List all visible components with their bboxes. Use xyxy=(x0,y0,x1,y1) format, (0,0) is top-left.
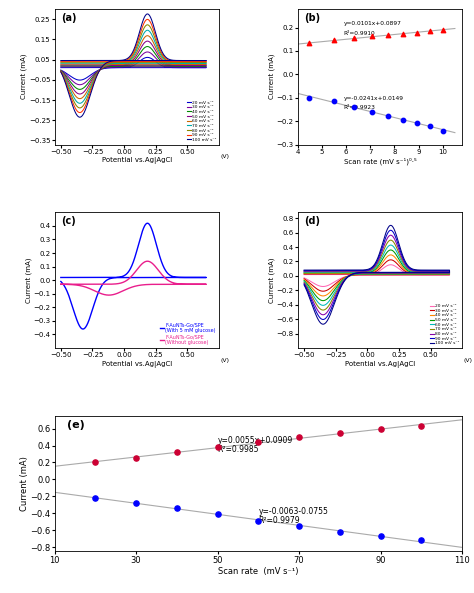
X-axis label: Potential vs.Ag|AgCl: Potential vs.Ag|AgCl xyxy=(101,361,172,368)
Legend: 20 mV s⁻¹, 30 mV s⁻¹, 40 mV s⁻¹, 50 mV s⁻¹, 60 mV s⁻¹, 70 mV s⁻¹, 80 mV s⁻¹, 90 : 20 mV s⁻¹, 30 mV s⁻¹, 40 mV s⁻¹, 50 mV s… xyxy=(186,100,217,142)
Point xyxy=(427,121,434,130)
Point xyxy=(132,453,140,463)
X-axis label: Potential vs.Ag|AgCl: Potential vs.Ag|AgCl xyxy=(345,361,415,368)
Text: (V): (V) xyxy=(220,154,229,159)
Point xyxy=(173,448,181,457)
Text: (a): (a) xyxy=(61,13,77,23)
Text: R²=0.9923: R²=0.9923 xyxy=(344,106,376,110)
Point xyxy=(350,33,358,43)
Point xyxy=(255,438,262,447)
Legend: F-AuNTs-Go/SPE
(With 5 mM glucose), F-AuNTs-Go/SPE
(Without glucose): F-AuNTs-Go/SPE (With 5 mM glucose), F-Au… xyxy=(159,322,217,346)
Text: (c): (c) xyxy=(61,216,76,227)
Point xyxy=(336,527,344,536)
Text: y=-0.0241x+0.0149: y=-0.0241x+0.0149 xyxy=(344,96,404,101)
Text: (d): (d) xyxy=(304,216,320,227)
Point xyxy=(368,107,376,117)
Text: y=-0.0063-0.0755: y=-0.0063-0.0755 xyxy=(258,506,328,515)
Y-axis label: Current (mA): Current (mA) xyxy=(20,456,29,511)
Point xyxy=(413,118,421,127)
Text: (V): (V) xyxy=(464,358,473,362)
Text: y=0.0055x+0.0909: y=0.0055x+0.0909 xyxy=(218,436,293,445)
Point xyxy=(384,111,392,121)
Text: R²=0.9985: R²=0.9985 xyxy=(218,445,259,454)
Legend: 20 mV s⁻¹, 30 mV s⁻¹, 40 mV s⁻¹, 50 mV s⁻¹, 60 mV s⁻¹, 70 mV s⁻¹, 80 mV s⁻¹, 90 : 20 mV s⁻¹, 30 mV s⁻¹, 40 mV s⁻¹, 50 mV s… xyxy=(429,304,460,346)
Point xyxy=(132,498,140,508)
Text: (b): (b) xyxy=(304,13,320,23)
Point xyxy=(350,102,358,111)
Point xyxy=(214,442,221,451)
Point xyxy=(173,503,181,513)
Point xyxy=(400,29,407,39)
Y-axis label: Current (mA): Current (mA) xyxy=(269,54,275,100)
X-axis label: Scan rate  (mV s⁻¹): Scan rate (mV s⁻¹) xyxy=(218,568,299,576)
Point xyxy=(91,458,99,467)
Point xyxy=(439,25,447,34)
Point xyxy=(214,509,221,519)
Y-axis label: Current (mA): Current (mA) xyxy=(21,54,27,100)
Text: R²=0.9979: R²=0.9979 xyxy=(258,516,300,525)
X-axis label: Potential vs.Ag|AgCl: Potential vs.Ag|AgCl xyxy=(101,158,172,164)
Y-axis label: Current (mA): Current (mA) xyxy=(269,257,275,303)
Text: y=0.0101x+0.0897: y=0.0101x+0.0897 xyxy=(344,21,401,26)
Point xyxy=(439,126,447,135)
Point xyxy=(91,493,99,502)
Point xyxy=(295,522,303,531)
Point xyxy=(427,26,434,36)
Point xyxy=(377,425,384,434)
Point xyxy=(330,36,337,45)
Text: R²=0.9910: R²=0.9910 xyxy=(344,31,375,36)
Point xyxy=(305,39,313,48)
Point xyxy=(418,535,425,545)
Point xyxy=(368,32,376,42)
Point xyxy=(330,97,337,106)
Point xyxy=(295,433,303,442)
Point xyxy=(336,428,344,438)
Text: (e): (e) xyxy=(67,420,84,430)
Point xyxy=(255,517,262,526)
X-axis label: Scan rate (mV s⁻¹)⁰⋅⁵: Scan rate (mV s⁻¹)⁰⋅⁵ xyxy=(344,158,416,165)
Point xyxy=(377,531,384,541)
Point xyxy=(305,93,313,102)
Y-axis label: Current (mA): Current (mA) xyxy=(25,257,32,303)
Point xyxy=(418,421,425,431)
Point xyxy=(384,30,392,40)
Point xyxy=(400,115,407,125)
Text: (V): (V) xyxy=(220,358,229,362)
Point xyxy=(413,28,421,37)
